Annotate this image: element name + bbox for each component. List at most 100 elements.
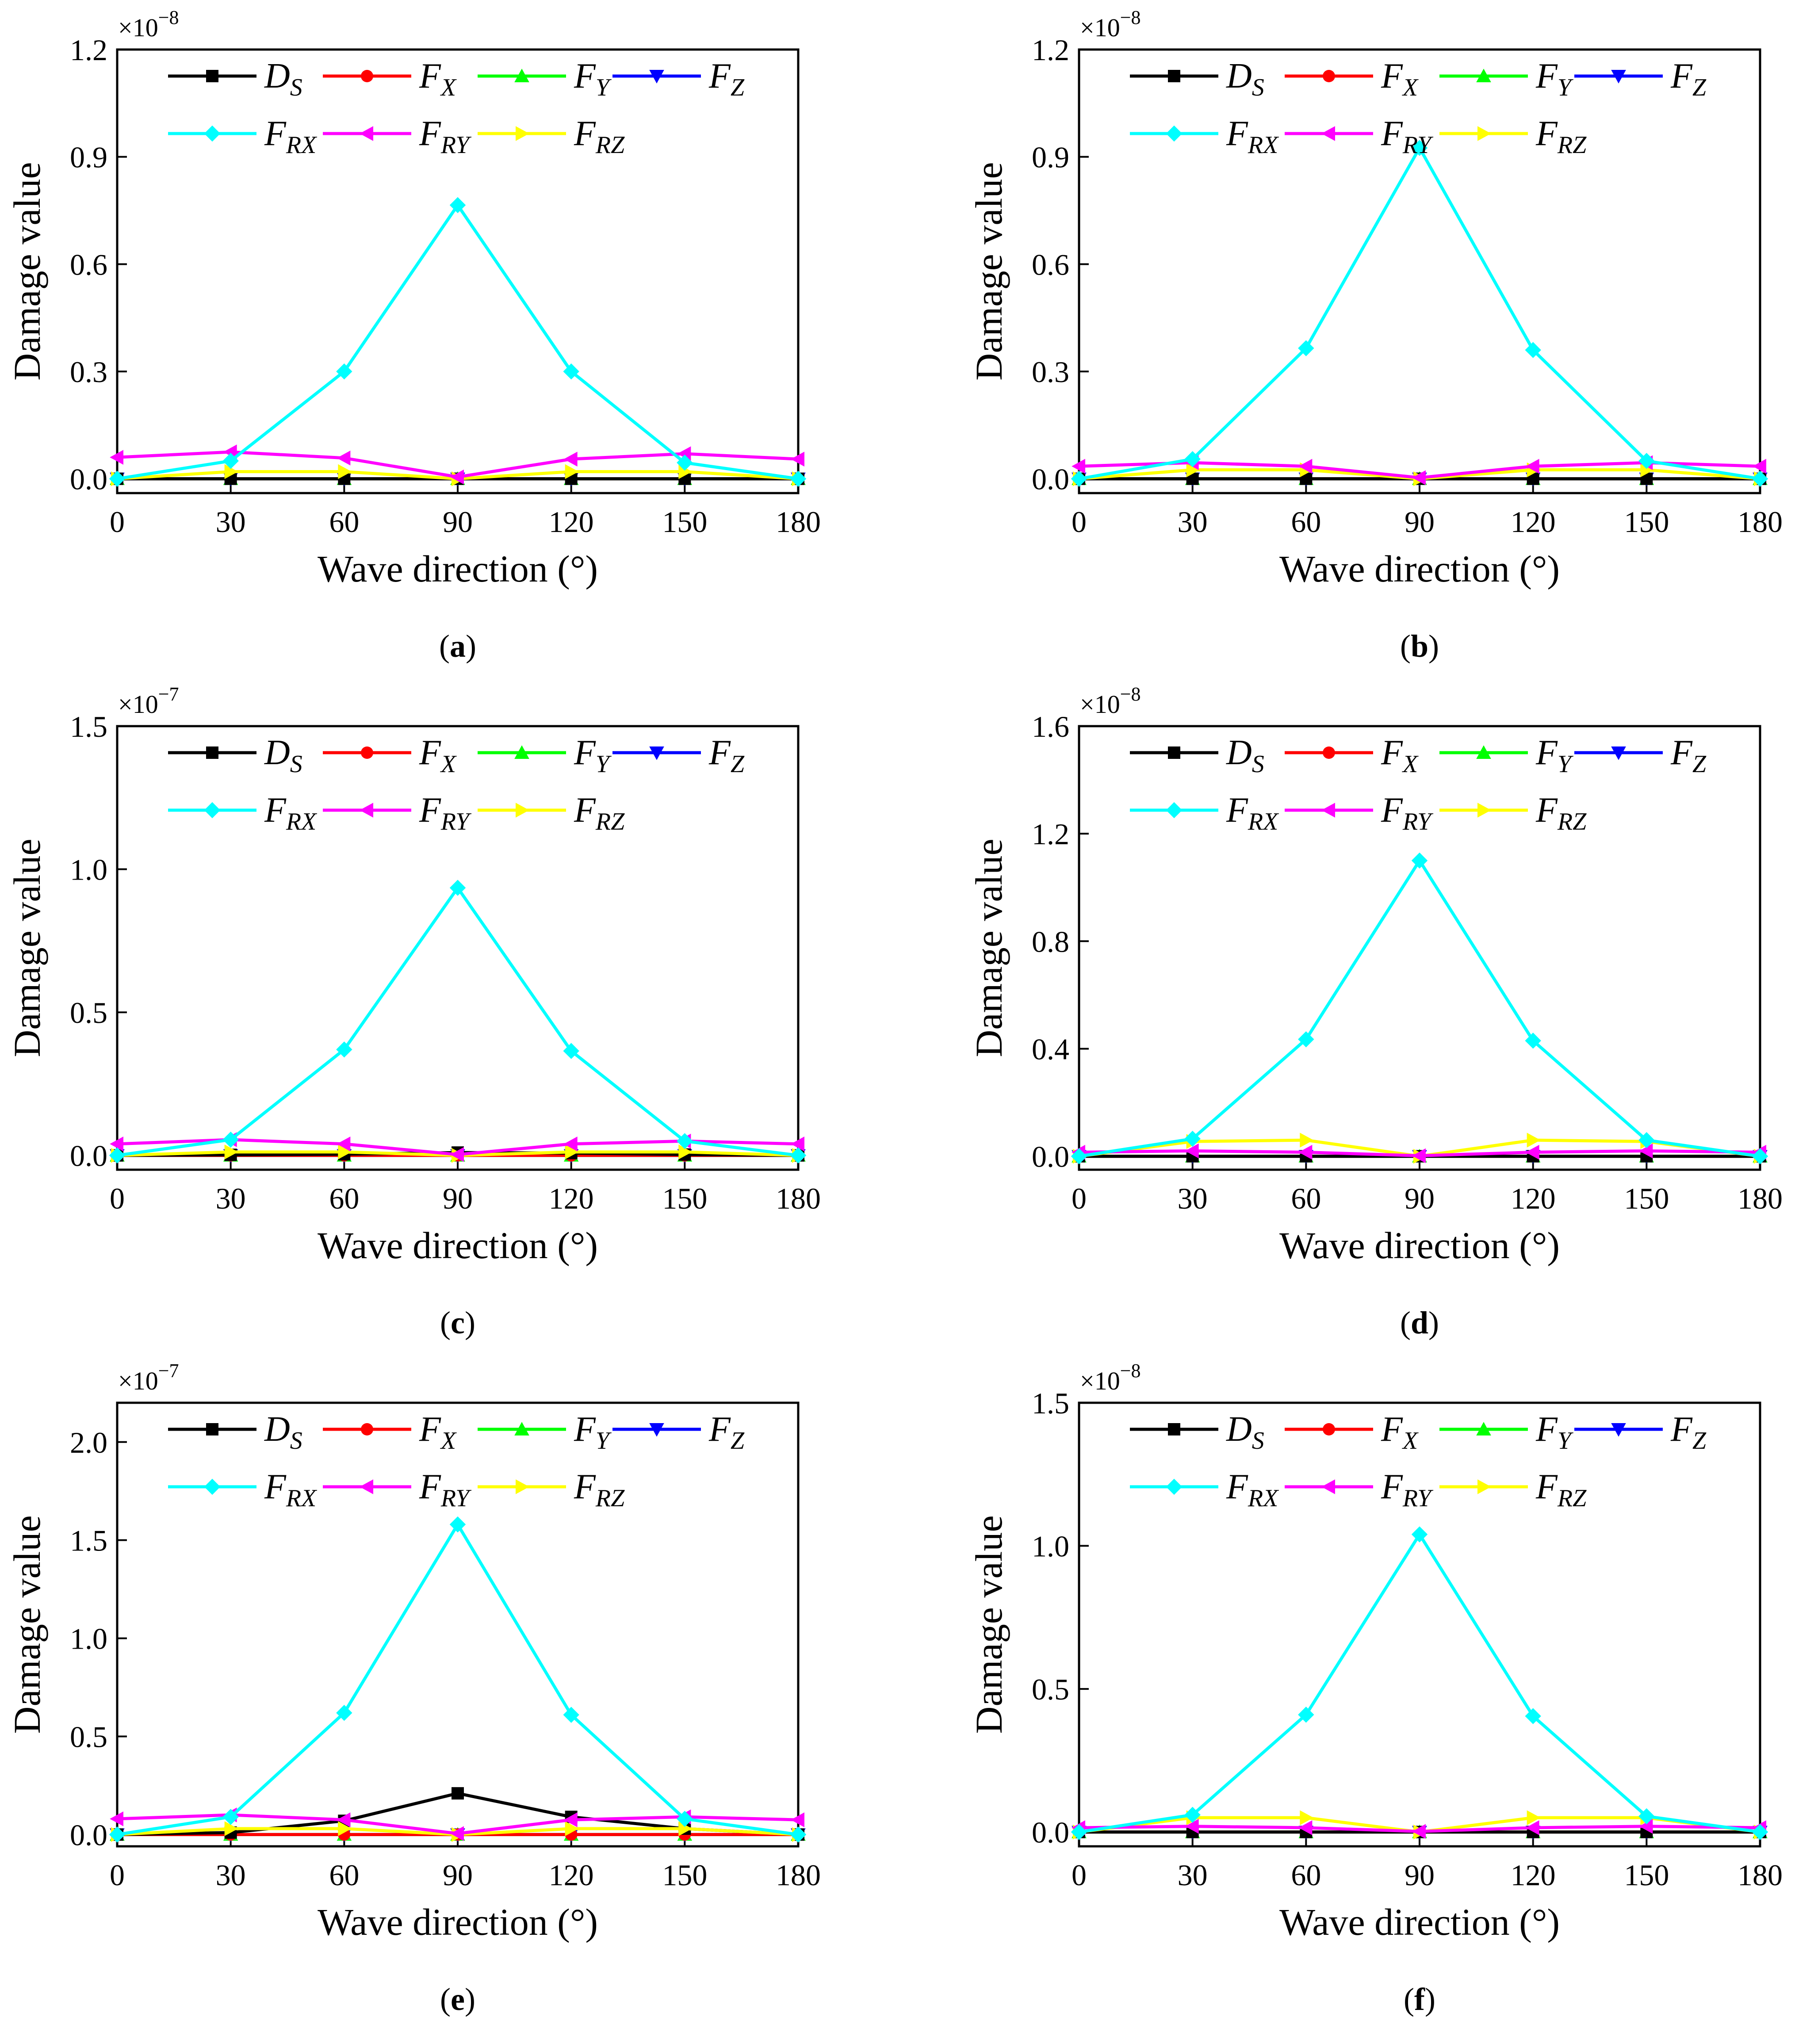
legend-label-subscript: RY [1402,1485,1434,1512]
data-point-frx [449,197,466,214]
plot-frame [116,725,800,1171]
legend-marker [516,126,529,141]
x-tick-label: 60 [1291,1858,1321,1892]
legend-marker [1321,126,1335,141]
legend-label: FZ [708,733,745,778]
y-tick-label: 0.0 [70,463,107,496]
x-tick-label: 180 [1738,1182,1783,1215]
legend-item-fy: FY [1439,1410,1574,1455]
caption-letter: f [1414,1982,1425,2017]
legend-item-frx: FRX [168,114,318,159]
multiplier-base: ×10 [1080,1366,1120,1395]
legend-label: FRZ [1535,114,1587,159]
y-tick-label: 0.0 [70,1139,107,1173]
series-frx [109,880,807,1164]
data-point-frz [338,1821,352,1836]
caption-paren: ( [440,1982,451,2017]
x-tick-label: 30 [1178,505,1208,539]
panel-caption: (c) [440,1305,475,1340]
legend-item-frz: FRZ [478,114,625,159]
legend-marker [206,70,218,82]
x-axis-title: Wave direction (°) [318,1901,598,1943]
data-point-frx [563,1043,579,1059]
data-point-frx [563,1707,579,1723]
legend-label: FZ [708,57,745,101]
data-point-frx [677,1811,693,1827]
legend-item-fz: FZ [612,1410,745,1455]
legend-marker [361,1423,373,1435]
data-point-fry [1298,1144,1313,1160]
legend-marker [1477,803,1491,818]
data-point-frx [222,1809,239,1825]
legend-item-fy: FY [478,1410,612,1455]
data-point-frz [565,464,579,479]
data-point-frx [1184,1807,1201,1823]
data-point-fry [337,1136,351,1152]
legend-label: FY [574,57,612,101]
legend-marker [1476,745,1491,759]
legend-label: FRX [264,1467,318,1512]
y-tick-label: 1.0 [70,853,107,887]
y-tick-label: 0.0 [70,1818,107,1852]
legend-label-subscript: RX [286,1485,318,1512]
multiplier-exponent: −8 [1120,7,1141,28]
series-frx [109,197,807,487]
legend-label: FZ [1670,57,1707,101]
x-axis-title: Wave direction (°) [318,547,598,590]
data-point-frz [565,1144,579,1160]
data-point-frx [336,363,352,380]
legend-label: FX [1381,57,1419,101]
caption-paren: ( [439,628,450,664]
data-point-fry [337,450,351,466]
axis-multiplier: ×10−7 [118,683,179,719]
data-point-fry [1639,1818,1653,1834]
axis-multiplier: ×10−8 [118,7,179,42]
panel-caption: (a) [439,628,476,664]
legend-label-base: D [264,57,290,96]
legend-item-frx: FRX [1130,791,1279,835]
legend-label: FY [574,1410,612,1455]
data-point-frx [1071,1148,1087,1164]
legend-label-base: F [1535,791,1558,830]
legend-label-subscript: X [1402,74,1419,101]
caption-letter: c [451,1305,465,1340]
data-point-frx [1525,342,1541,358]
legend-label-base: F [419,1467,441,1506]
data-point-frx [222,1131,239,1148]
legend-marker [361,746,373,759]
data-point-frx [563,363,579,380]
x-tick-label: 120 [1511,1858,1556,1892]
data-point-frx [109,471,126,487]
data-point-fry [110,1136,123,1152]
axis-multiplier: ×10−8 [1080,1360,1141,1395]
legend-label-base: D [264,1410,290,1449]
legend-marker [204,125,221,142]
plot-frame [116,1401,800,1848]
x-tick-label: 180 [1738,505,1783,539]
caption-paren: ) [1428,628,1439,664]
legend-marker [1476,1422,1491,1435]
legend-item-frz: FRZ [1439,1467,1587,1512]
axis-multiplier: ×10−8 [1080,7,1141,42]
data-point-ds [452,1787,464,1800]
legend-marker [360,803,373,818]
data-point-fry [110,450,123,465]
legend-marker [1611,70,1626,84]
legend-label-base: F [419,1410,441,1449]
y-axis-title: Damage value [968,1515,1010,1734]
plot-frame [116,48,800,494]
legend-label: DS [264,1410,302,1455]
series-frx [1071,1526,1768,1840]
plot-frame [1078,725,1761,1171]
legend-item-frz: FRZ [1439,114,1587,159]
series-line-frx [1079,1531,1761,1834]
legend-label: FRY [419,114,472,159]
legend-item-fx: FX [1285,1410,1419,1455]
legend-label: FRY [1381,114,1434,159]
legend-label-base: F [264,114,287,153]
y-tick-label: 0.8 [1032,925,1069,958]
